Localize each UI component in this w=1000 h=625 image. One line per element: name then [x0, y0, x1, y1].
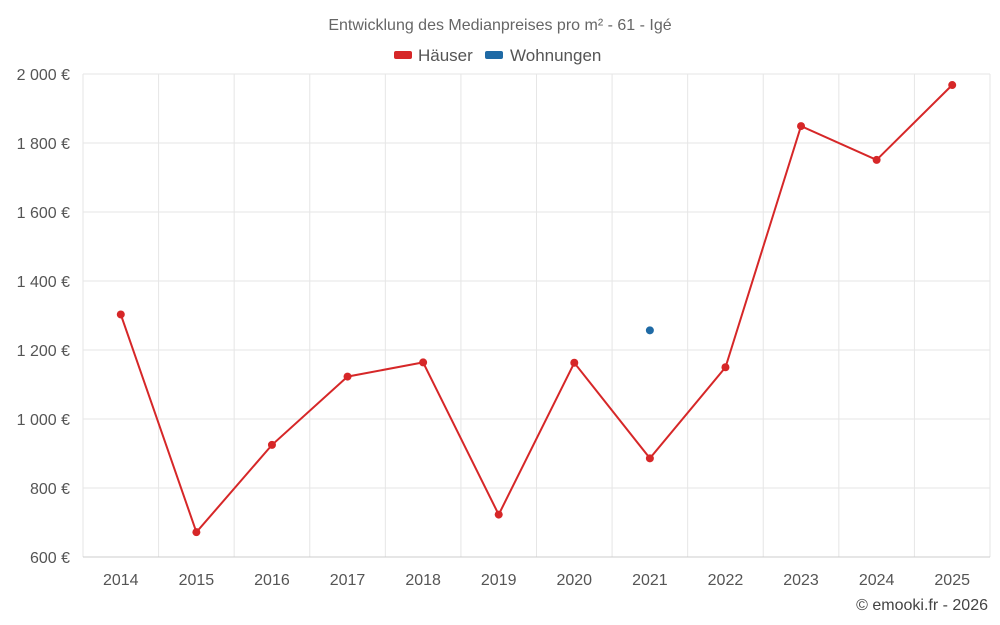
chart-title: Entwicklung des Medianpreises pro m² - 6…: [328, 17, 671, 34]
legend-swatch-wohnungen: [485, 51, 503, 59]
data-point-haeuser[interactable]: [948, 81, 957, 90]
data-point-haeuser[interactable]: [645, 454, 654, 463]
x-tick-label: 2019: [481, 572, 517, 589]
y-tick-label: 600 €: [30, 550, 70, 567]
axes: 600 € 800 € 1 000 € 1 200 € 1 400 € 1 600 € 1 …: [17, 67, 990, 589]
data-point-haeuser[interactable]: [494, 510, 503, 519]
data-point-haeuser[interactable]: [116, 310, 125, 319]
x-tick-label: 2020: [556, 572, 592, 589]
y-tick-label: 2 000 €: [17, 67, 70, 84]
x-tick-label: 2022: [708, 572, 744, 589]
data-point-haeuser[interactable]: [797, 122, 806, 131]
x-tick-label: 2025: [934, 572, 970, 589]
x-tick-label: 2015: [179, 572, 215, 589]
x-tick-label: 2024: [859, 572, 895, 589]
y-tick-label: 1 000 €: [17, 412, 70, 429]
x-tick-label: 2016: [254, 572, 290, 589]
y-tick-label: 1 400 €: [17, 274, 70, 291]
series-line-haeuser: [119, 84, 953, 535]
data-point-haeuser[interactable]: [343, 372, 352, 381]
series: [116, 81, 957, 537]
y-tick-label: 1 800 €: [17, 136, 70, 153]
credit-text: © emooki.fr - 2026: [856, 597, 988, 614]
x-tick-label: 2021: [632, 572, 668, 589]
data-point-haeuser[interactable]: [419, 358, 428, 367]
y-tick-label: 1 600 €: [17, 205, 70, 222]
legend: Häuser Wohnungen: [394, 46, 601, 65]
data-point-haeuser[interactable]: [721, 363, 730, 372]
x-tick-label: 2017: [330, 572, 366, 589]
data-point-haeuser[interactable]: [192, 528, 201, 537]
legend-item-haeuser[interactable]: Häuser: [394, 46, 473, 65]
data-point-haeuser[interactable]: [872, 155, 881, 164]
legend-swatch-haeuser: [394, 51, 412, 59]
x-tick-label: 2018: [405, 572, 441, 589]
legend-label-haeuser: Häuser: [418, 46, 473, 65]
x-tick-label: 2023: [783, 572, 819, 589]
y-tick-label: 800 €: [30, 481, 70, 498]
legend-item-wohnungen[interactable]: Wohnungen: [485, 46, 601, 65]
x-tick-label: 2014: [103, 572, 139, 589]
legend-label-wohnungen: Wohnungen: [510, 46, 601, 65]
grid: [82, 73, 991, 557]
data-point-haeuser[interactable]: [570, 358, 579, 367]
y-tick-label: 1 200 €: [17, 343, 70, 360]
data-point-haeuser[interactable]: [267, 440, 276, 449]
data-point-wohnungen[interactable]: [645, 326, 654, 335]
